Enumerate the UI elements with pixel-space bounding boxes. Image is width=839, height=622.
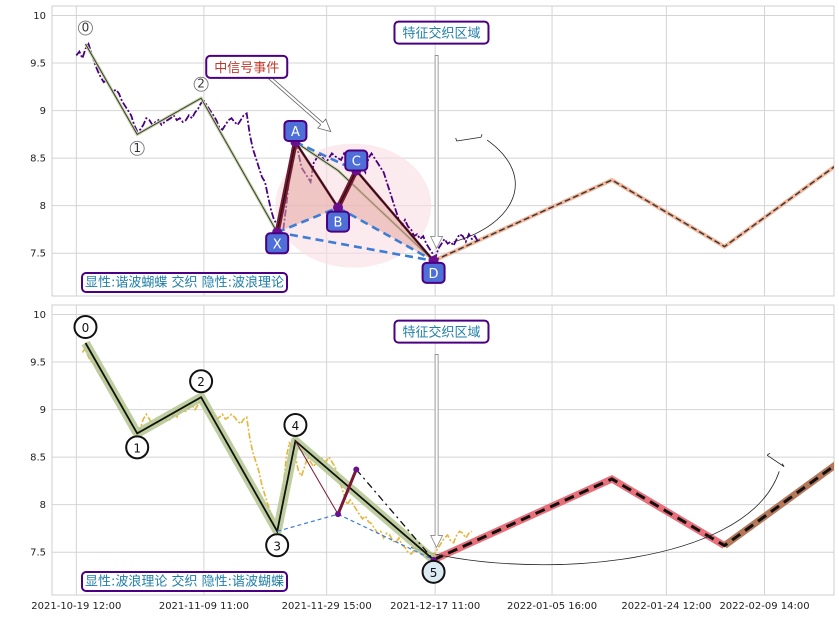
y-tick-label: 7.5	[30, 548, 46, 559]
wave-label-badge	[125, 435, 150, 460]
harmonic-label-box	[344, 149, 369, 172]
y-tick-label: 9.5	[30, 358, 46, 369]
wave-label-badge	[193, 76, 209, 92]
harmonic-ratio-line	[276, 231, 434, 263]
wave-line	[84, 342, 435, 561]
harmonic-leg-core	[355, 170, 434, 262]
wave-label: 3	[273, 539, 281, 553]
wave-label: 2	[197, 77, 205, 91]
wave-label: 0	[82, 21, 90, 35]
x-tick-label: 2021-11-09 11:00	[159, 601, 249, 612]
x-tick-label: 2021-12-17 11:00	[390, 601, 480, 612]
harmonic-leg-core	[276, 141, 296, 233]
signal-event-box	[205, 54, 289, 79]
harmonic-label: A	[291, 125, 300, 140]
x-tick-label: 2022-01-05 16:00	[507, 601, 597, 612]
harmonic-label: D	[429, 267, 439, 282]
wave-label-badge	[283, 412, 308, 437]
x-tick-label: 2022-01-24 12:00	[621, 601, 711, 612]
footer-label: 显性:波浪理论 交织 隐性:谐波蝴蝶	[85, 574, 284, 590]
projection-arc	[453, 139, 516, 243]
plot-area	[51, 304, 835, 596]
footer-label-box	[81, 571, 288, 592]
interweave-zone-label: 特征交织区域	[402, 325, 480, 341]
interweave-zone-box	[393, 20, 490, 45]
harmonic-label-box	[326, 210, 351, 233]
harmonic-point	[333, 202, 344, 213]
harmonic-ratio-line	[337, 206, 435, 262]
wave-label: 1	[133, 441, 141, 455]
y-tick-label: 8.5	[30, 154, 46, 165]
wave-label: 1	[133, 141, 141, 155]
interweave-zone-label: 特征交织区域	[402, 26, 480, 42]
x-tick-label: 2021-10-19 12:00	[31, 601, 121, 612]
signal-event-label: 中信号事件	[214, 61, 279, 76]
zone-arrow	[429, 354, 444, 549]
event-arrow	[266, 74, 332, 133]
wave-label: 4	[292, 419, 300, 433]
harmonic-ratio-line	[337, 513, 434, 561]
harmonic-leg	[336, 468, 358, 515]
harmonic-label-box	[421, 261, 446, 284]
wave-label-badge	[129, 140, 145, 156]
harmonic-point	[353, 466, 360, 473]
y-tick-label: 10	[33, 310, 46, 321]
harmonic-label: B	[334, 216, 343, 231]
y-tick-label: 9	[40, 106, 46, 117]
wave-label-badge	[78, 20, 93, 36]
interweave-zone-box	[393, 319, 490, 344]
wave-label: 5	[430, 566, 438, 580]
wave-label: 2	[197, 375, 205, 389]
y-tick-label: 9	[40, 405, 46, 416]
wave-label-badge	[73, 315, 98, 340]
harmonic-leg	[355, 469, 435, 561]
harmonic-leg-core	[337, 170, 357, 208]
projection-arc	[410, 471, 780, 566]
top-panel: 7.5 8 8.5 9 9.5 10 0 1 2 X A B C D 特征交织区域中信号事件显性:谐波蝴蝶 …	[30, 5, 835, 297]
harmonic-label: X	[273, 237, 282, 252]
harmonic-leg-core	[295, 141, 339, 208]
y-tick-label: 7.5	[30, 249, 46, 260]
harmonic-label: C	[352, 154, 361, 169]
harmonic-label-box	[265, 232, 290, 255]
projection-cap	[455, 134, 483, 142]
forecast-line	[432, 464, 834, 562]
wave-label-badge	[421, 559, 446, 584]
footer-label-box	[81, 272, 288, 293]
y-tick-label: 8	[40, 500, 46, 511]
x-axis: 2021-10-19 12:00 2021-11-09 11:00 2021-11-…	[31, 601, 809, 612]
y-tick-label: 8	[40, 201, 46, 212]
wave-label-badge	[265, 533, 290, 558]
harmonic-label-box	[283, 119, 308, 142]
plot-content	[81, 340, 834, 566]
harmonic-ratio-line	[277, 513, 339, 532]
wave-label: 0	[82, 321, 90, 335]
y-tick-label: 10	[33, 11, 46, 22]
footer-label: 显性:谐波蝴蝶 交织 隐性:波浪理论	[85, 275, 284, 291]
wave-label-badge	[189, 369, 214, 394]
projection-cap	[766, 452, 785, 467]
plot-area	[51, 5, 835, 297]
y-tick-label: 8.5	[30, 453, 46, 464]
harmonic-point	[335, 511, 342, 518]
harmonic-triangle	[338, 170, 434, 261]
zone-arrow	[429, 55, 444, 250]
x-tick-label: 2022-02-09 14:00	[719, 601, 809, 612]
y-tick-label: 9.5	[30, 59, 46, 70]
x-tick-label: 2021-11-29 15:00	[282, 601, 372, 612]
forecast-band	[722, 461, 834, 549]
harmonic-leg	[294, 440, 339, 515]
forecast-line	[433, 166, 834, 262]
